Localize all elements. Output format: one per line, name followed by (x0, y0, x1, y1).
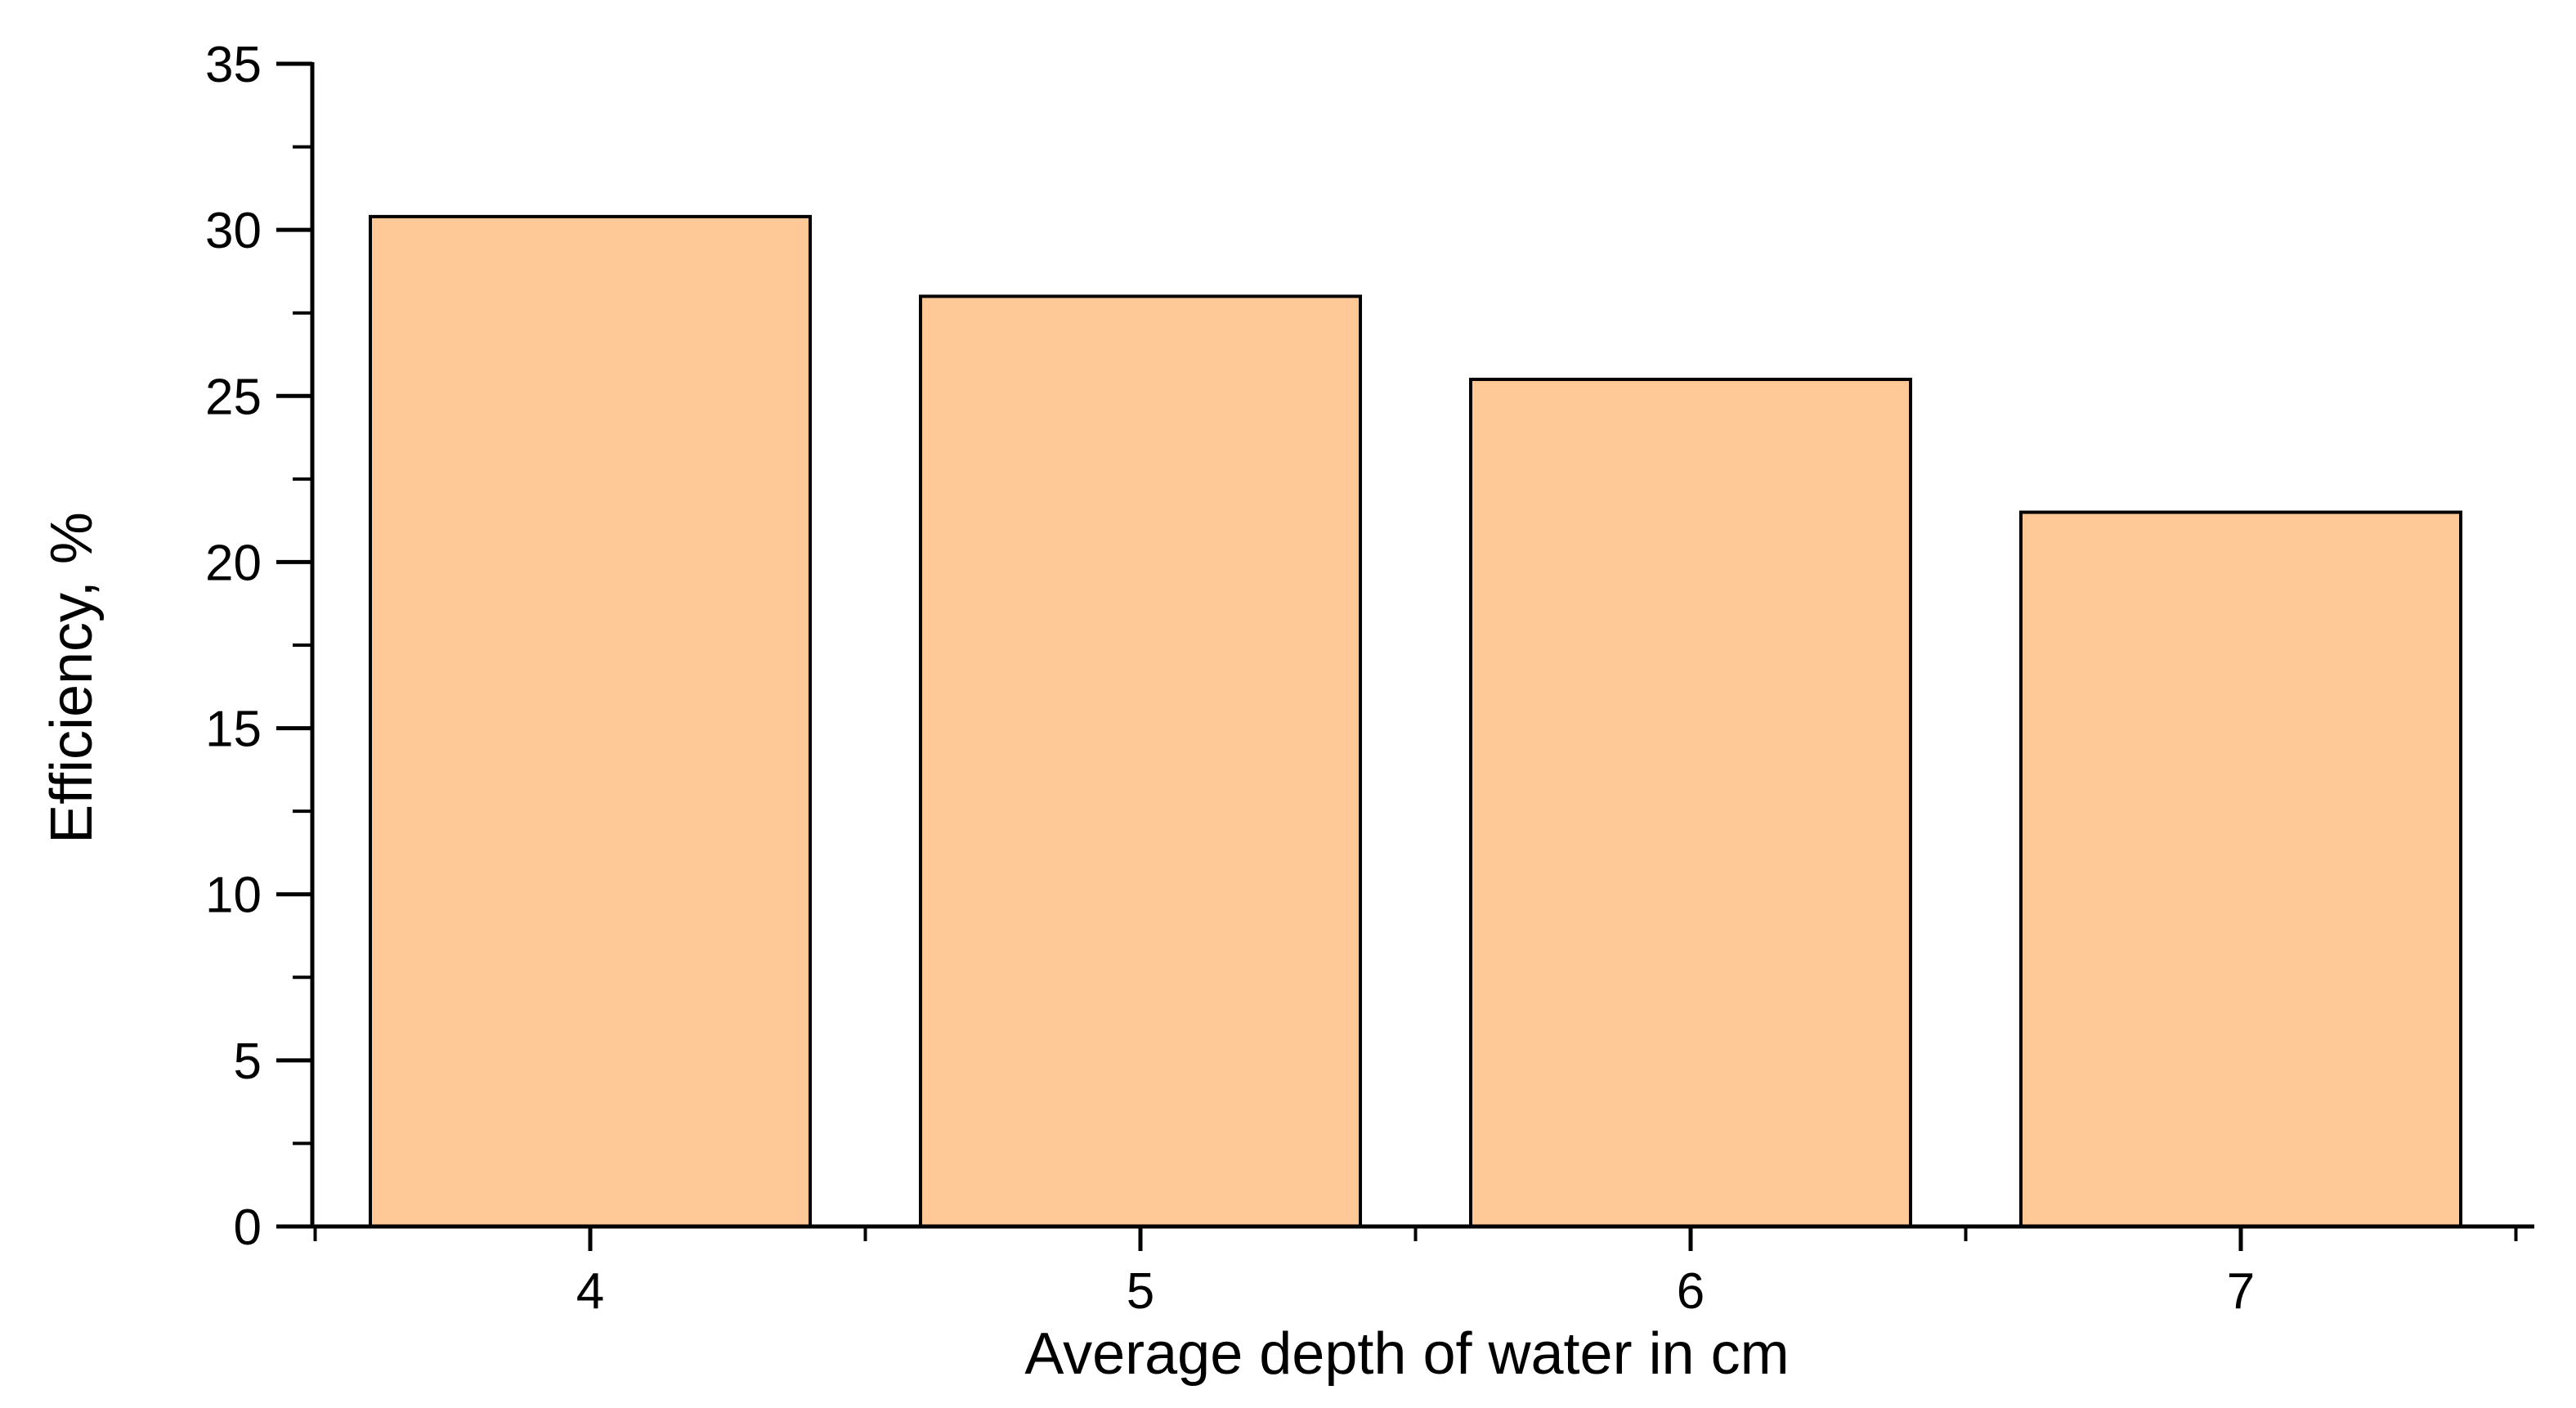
y-tick-label: 0 (234, 1199, 262, 1256)
y-tick-label: 35 (205, 37, 262, 93)
bars-layer (369, 214, 2462, 1228)
x-axis-title: Average depth of water in cm (1024, 1321, 1789, 1387)
x-tick-label: 4 (576, 1263, 604, 1320)
y-tick-label: 25 (205, 369, 262, 425)
y-tick-label: 30 (205, 203, 262, 259)
y-ticks: 0 5 10 15 20 25 30 35 (205, 37, 312, 1256)
bar-4 (369, 214, 812, 1228)
y-axis-title: Efficiency, % (39, 512, 105, 844)
bar-6 (1469, 377, 1912, 1228)
y-tick-label: 10 (205, 868, 262, 924)
y-tick-label: 15 (205, 702, 262, 758)
bar-7 (2019, 510, 2462, 1228)
y-tick-label: 5 (234, 1034, 262, 1090)
bar-5 (919, 294, 1362, 1228)
x-tick-label: 5 (1127, 1263, 1154, 1320)
x-tick-label: 7 (2227, 1263, 2255, 1320)
x-ticks: 4 5 6 7 (313, 1226, 2518, 1320)
y-tick-label: 20 (205, 535, 262, 591)
x-tick-label: 6 (1677, 1263, 1705, 1320)
